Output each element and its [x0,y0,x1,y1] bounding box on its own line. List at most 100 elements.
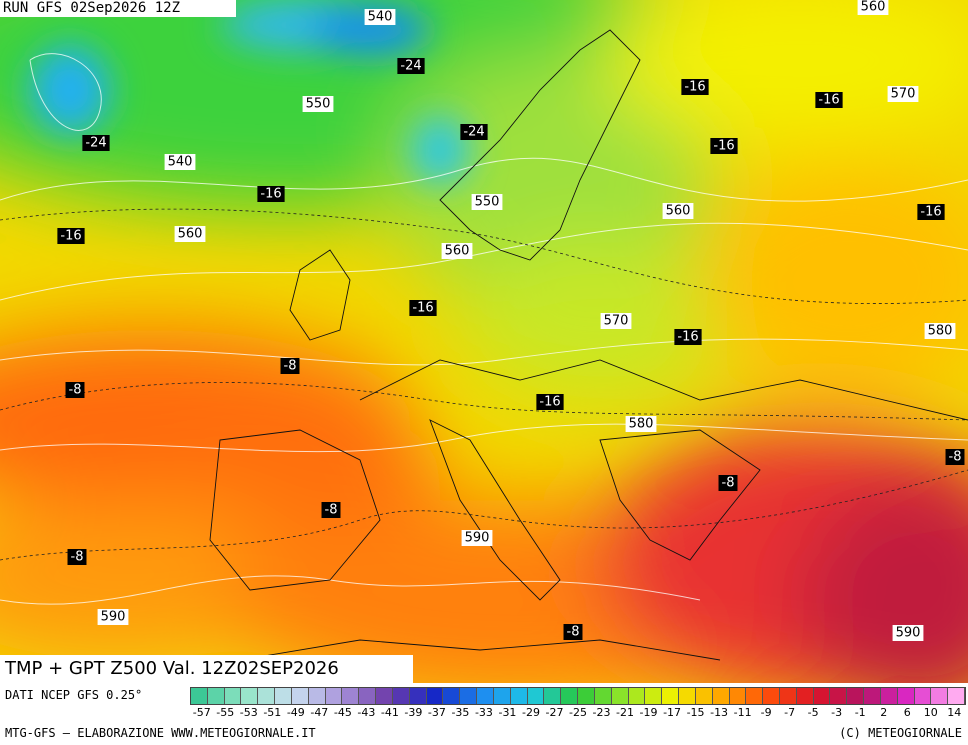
label-box [600,313,632,329]
color-swatch [258,688,276,704]
label-box [924,323,956,339]
label-text: -8 [71,550,84,565]
label-box [815,92,843,108]
colorbar-tick-label: 10 [923,706,938,719]
colorbar [190,687,966,705]
colorbar-tick-label: -49 [286,706,305,719]
label-box [887,86,919,102]
color-swatch [763,688,780,704]
label-box [471,194,503,210]
color-swatch [813,688,831,704]
height-label: 540 [364,9,396,25]
color-swatch [779,688,797,704]
color-swatch [611,688,629,704]
colorbar-tick-label: -27 [545,706,564,719]
color-swatch [493,688,511,704]
label-text: -8 [567,625,580,640]
label-box [57,228,85,244]
colorbar-tick-label: -11 [733,706,752,719]
label-text: -16 [677,330,698,345]
temperature-label: -8 [65,382,85,398]
temperature-label: -16 [681,79,709,95]
color-swatch [224,688,242,704]
label-text: 540 [168,155,193,170]
label-box [397,58,425,74]
height-label: 580 [625,416,657,432]
label-text: 560 [178,227,203,242]
label-box [625,416,657,432]
label-text: 560 [666,204,691,219]
color-swatch [914,688,932,704]
colorbar-tick-label: -41 [380,706,399,719]
label-box [302,96,334,112]
label-box [460,124,488,140]
color-swatch [712,688,730,704]
temperature-label: -8 [718,475,738,491]
color-swatch [409,688,427,704]
label-text: -16 [713,139,734,154]
height-label: 550 [471,194,503,210]
label-box [257,186,285,202]
label-box [461,530,493,546]
color-swatch [510,688,528,704]
label-text: -16 [920,205,941,220]
label-box [409,300,437,316]
label-box [681,79,709,95]
label-text: -24 [85,136,106,151]
colorbar-tick-label: -39 [404,706,423,719]
label-text: 560 [445,244,470,259]
temperature-label: -16 [409,300,437,316]
label-text: 570 [604,314,629,329]
temperature-label: -16 [815,92,843,108]
colorbar-tick-label: -31 [498,706,517,719]
label-box [662,203,694,219]
color-swatch [695,688,713,704]
colorbar-tick-label: -51 [263,706,282,719]
colorbar-ticks: -57 -55 -53 -51 -49 -47 -45 -43 -41 -39 -37 -35 -33-… [190,706,966,720]
label-box [945,449,965,465]
label-text: 590 [896,626,921,641]
label-text: 580 [928,324,953,339]
temperature-label: -8 [280,358,300,374]
color-swatch [325,688,343,704]
height-label: 550 [302,96,334,112]
label-text: -16 [539,395,560,410]
color-swatch [679,688,696,704]
label-box [174,226,206,242]
color-swatch [897,688,915,704]
color-swatch [830,688,848,704]
colorbar-tick-label: -3 [831,706,843,719]
temperature-label: -8 [67,549,87,565]
color-swatch [443,688,461,704]
temperature-label: -24 [460,124,488,140]
temperature-label: -16 [57,228,85,244]
color-swatch [729,688,747,704]
colorbar-tick-label: -45 [333,706,352,719]
temperature-label: -16 [917,204,945,220]
label-box [917,204,945,220]
label-box [65,382,85,398]
label-box [364,9,396,25]
label-text: 590 [465,531,490,546]
colorbar-tick-label: -13 [710,706,729,719]
color-swatch [594,688,612,704]
label-box [563,624,583,640]
label-text: -16 [412,301,433,316]
height-label: 560 [174,226,206,242]
color-swatch [477,688,494,704]
label-box [674,329,702,345]
label-text: -8 [284,359,297,374]
label-box [82,135,110,151]
color-swatch [376,688,393,704]
temperature-label: -16 [674,329,702,345]
colorbar-tick-label: -29 [521,706,540,719]
colorbar-tick-label: -57 [192,706,211,719]
colorbar-tick-label: -23 [592,706,611,719]
color-swatch [578,688,595,704]
footer-left: MTG-GFS — ELABORAZIONE WWW.METEOGIORNALE… [5,726,316,740]
temperature-label: -8 [945,449,965,465]
color-swatch [392,688,410,704]
color-swatch [662,688,680,704]
color-swatch [359,688,377,704]
colorbar-tick-label: -15 [686,706,705,719]
